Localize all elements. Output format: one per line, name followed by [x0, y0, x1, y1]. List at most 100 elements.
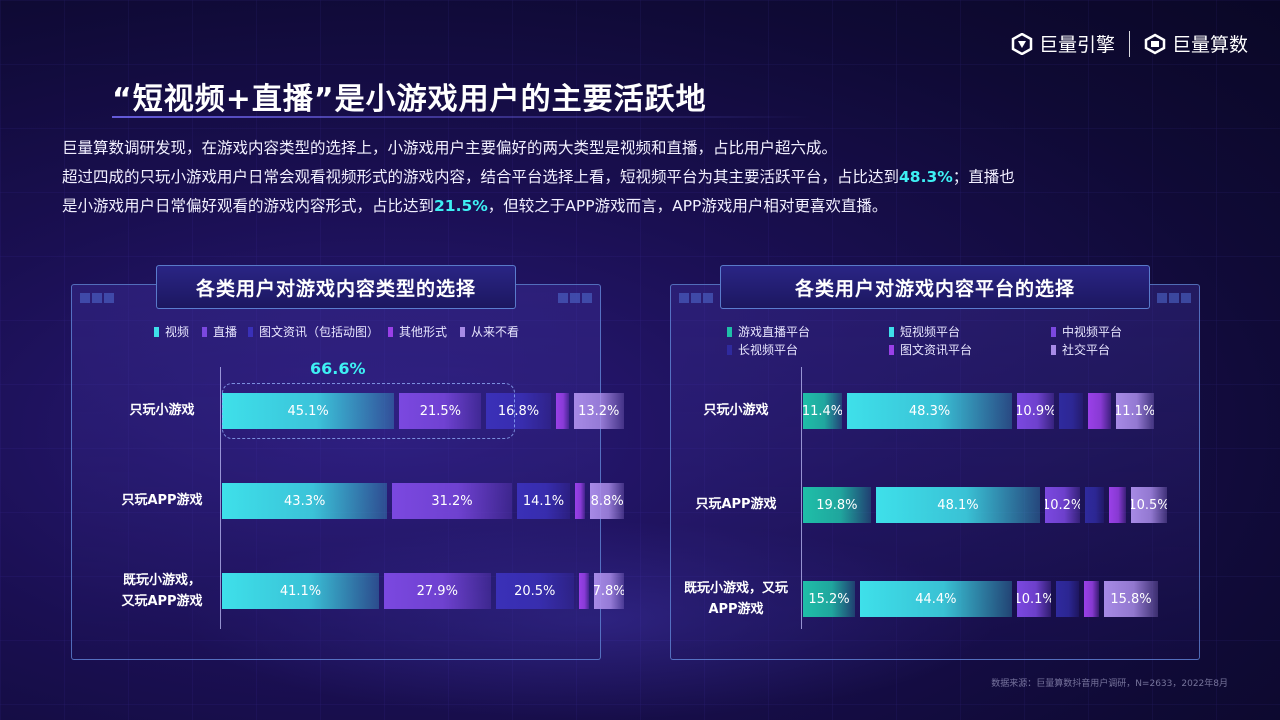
legend-item: 社交平台: [1051, 341, 1110, 358]
chart-title: 各类用户对游戏内容类型的选择: [156, 265, 516, 309]
legend-item: 其他形式: [388, 323, 447, 340]
bar-segment: 13.2%: [573, 393, 624, 429]
bar-value-label: 48.1%: [937, 497, 979, 513]
category-label: 既玩小游戏，又玩APP游戏: [683, 581, 788, 617]
desc-highlight-1: 48.3%: [899, 168, 953, 186]
bar-segment: 10.9%: [1017, 393, 1055, 429]
legend-swatch: [727, 326, 732, 337]
bar-segment: [575, 483, 586, 519]
bar-value-label: 44.4%: [915, 591, 957, 607]
juliang-yinqing-icon: [1011, 32, 1033, 55]
bar-value-label: 10.5%: [1131, 497, 1167, 513]
legend-label: 游戏直播平台: [738, 325, 811, 339]
bar-value-label: 41.1%: [279, 583, 322, 599]
title-underline: [112, 116, 812, 118]
legend-swatch: [1051, 344, 1056, 355]
category-label: 只玩APP游戏: [121, 493, 203, 508]
desc-highlight-2: 21.5%: [434, 197, 488, 215]
bar-segment: 15.2%: [803, 581, 855, 617]
bar-segment: 44.4%: [859, 581, 1012, 617]
legend-swatch: [460, 326, 465, 337]
annotation-callout-text: 66.6%: [310, 359, 366, 378]
bar-segment: 27.9%: [384, 573, 491, 609]
bar-value-label: 14.1%: [522, 493, 565, 509]
legend-swatch: [889, 326, 894, 337]
desc-line-3: 是小游戏用户日常偏好观看的游戏内容形式，占比达到21.5%，但较之于APP游戏而…: [62, 192, 1222, 221]
desc-line-1: 巨量算数调研发现，在游戏内容类型的选择上，小游戏用户主要偏好的两大类型是视频和直…: [62, 139, 838, 157]
bar-value-label: 20.5%: [514, 583, 556, 599]
legend-label: 长视频平台: [738, 343, 799, 357]
bar-segment: [1085, 487, 1104, 523]
bar-segment: 10.1%: [1016, 581, 1052, 617]
bar-value-label: 31.2%: [431, 493, 473, 509]
bar-segment: 45.1%: [222, 393, 395, 429]
legend-item: 图文资讯（包括动图）: [248, 323, 379, 340]
bar-value-label: 13.2%: [578, 403, 620, 419]
bar-value-label: 15.2%: [808, 591, 850, 607]
chart-panel-content-platform: 各类用户对游戏内容平台的选择 游戏直播平台 短视频平台 中视频平台 长视频平台 图文资讯…: [670, 265, 1200, 660]
bar-segment: [555, 393, 569, 429]
bar-value-label: 11.4%: [803, 403, 842, 419]
bar-segment: [1056, 581, 1079, 617]
bar-value-label: 16.8%: [497, 403, 540, 419]
category-axis-line: [220, 367, 221, 629]
bar-segment: 21.5%: [399, 393, 482, 429]
legend-label: 中视频平台: [1062, 325, 1123, 339]
category-label: 既玩小游戏，又玩APP游戏: [121, 573, 203, 609]
legend-label: 从来不看: [471, 325, 520, 339]
legend-swatch: [154, 326, 159, 337]
data-source: 数据来源：巨量算数抖音用户调研，N=2633，2022年8月: [991, 679, 1228, 689]
legend-label: 其他形式: [399, 325, 448, 339]
legend-swatch: [202, 326, 207, 337]
juliang-suanshu-icon: [1144, 33, 1166, 54]
bar-segment: 15.8%: [1103, 581, 1159, 617]
legend-item: 从来不看: [460, 323, 519, 340]
bar-segment: [1059, 393, 1084, 429]
legend-swatch: [727, 344, 732, 355]
bar-value-label: 15.8%: [1110, 591, 1152, 607]
bar-value-label: 45.1%: [287, 403, 329, 419]
page-title: “短视频+直播”是小游戏用户的主要活跃地: [112, 82, 707, 117]
bar-segment: [578, 573, 590, 609]
legend-label: 图文资讯（包括动图）: [259, 325, 380, 339]
legend-swatch: [1051, 326, 1056, 337]
legend-swatch: [248, 326, 253, 337]
legend-label: 直播: [213, 325, 238, 339]
bar-segment: 8.8%: [590, 483, 624, 519]
bar-segment: 20.5%: [495, 573, 574, 609]
bar-value-label: 48.3%: [908, 403, 951, 419]
bar-segment: 7.8%: [594, 573, 624, 609]
legend-item: 中视频平台: [1051, 323, 1122, 340]
desc-line-3a: 是小游戏用户日常偏好观看的游戏内容形式，占比达到: [62, 197, 435, 215]
category-label: 只玩小游戏: [703, 403, 769, 418]
bar-value-label: 21.5%: [419, 403, 461, 419]
panel-corner-deco: [679, 293, 719, 317]
logo-juliang-yinqing: 巨量引擎: [1011, 30, 1115, 57]
bar-segment: 16.8%: [486, 393, 551, 429]
bar-value-label: 8.8%: [590, 493, 624, 509]
bar-value-label: 10.1%: [1016, 591, 1052, 607]
chart-panel-content-type: 各类用户对游戏内容类型的选择 视频 直播 图文资讯（包括动图） 其他形式 从来不看 只玩…: [71, 265, 624, 660]
bar-segment: [1083, 581, 1099, 617]
bar-value-label: 10.9%: [1017, 403, 1055, 419]
bar-value-label: 27.9%: [416, 583, 458, 599]
bar-segment: 48.1%: [875, 487, 1041, 523]
legend-label: 图文资讯平台: [900, 343, 973, 357]
legend-item: 直播: [202, 323, 237, 340]
legend-label: 社交平台: [1062, 343, 1111, 357]
bar-segment: 48.3%: [846, 393, 1013, 429]
annotation-callout-box: [222, 383, 516, 439]
logo-divider: [1128, 30, 1130, 57]
legend-item: 游戏直播平台: [727, 323, 810, 340]
category-label: 只玩APP游戏: [695, 497, 777, 512]
legend-swatch: [889, 344, 894, 355]
logo2-text: 巨量算数: [1171, 34, 1248, 56]
legend-item: 视频: [154, 323, 189, 340]
bar-segment: 11.1%: [1115, 393, 1154, 429]
logo1-text: 巨量引擎: [1038, 34, 1115, 56]
bar-segment: 11.4%: [803, 393, 842, 429]
bar-segment: [1088, 393, 1111, 429]
brand-logos: 巨量引擎 巨量算数: [1011, 30, 1248, 57]
legend-item: 长视频平台: [727, 341, 798, 358]
desc-line-2a: 超过四成的只玩小游戏用户日常会观看视频形式的游戏内容，结合平台选择上看，短视频平…: [62, 168, 900, 186]
